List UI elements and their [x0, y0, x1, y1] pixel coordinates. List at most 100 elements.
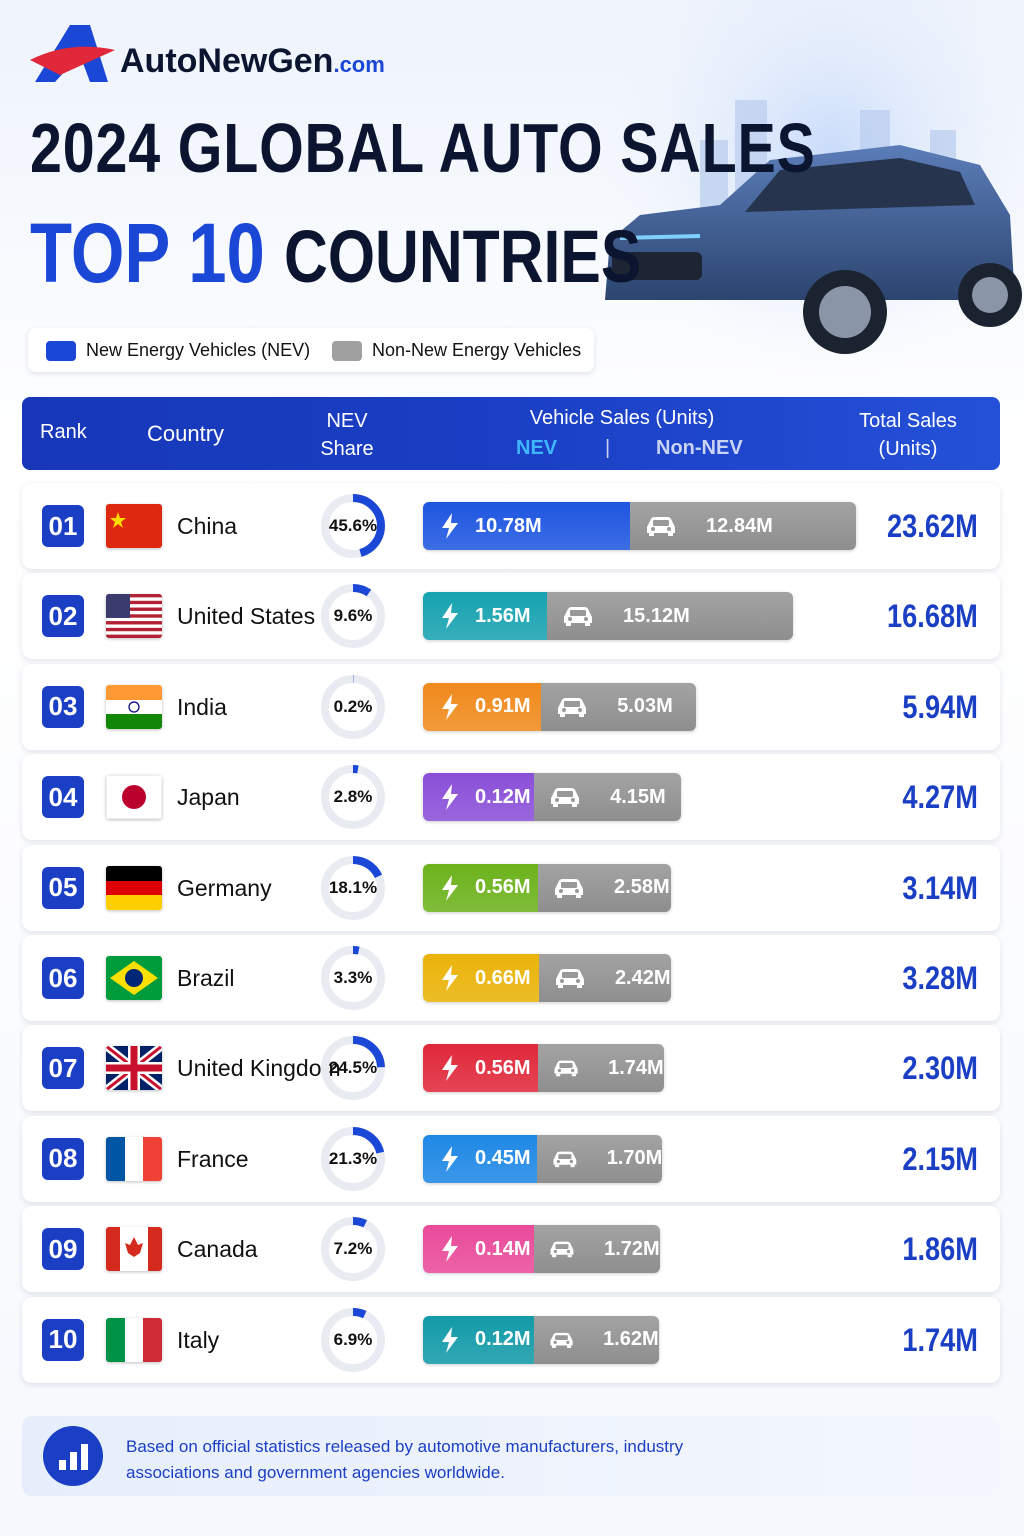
share-donut	[321, 765, 385, 830]
stacked-bar: 0.56M 1.74M	[423, 1044, 664, 1093]
table-row: 06 Brazil 3.3% 0.66M 2.42M 3.28M	[22, 935, 1000, 1021]
share-donut	[321, 1307, 385, 1372]
donut-arc	[321, 1217, 385, 1282]
country-name: United Kingdom	[177, 1055, 341, 1082]
flag	[106, 1046, 162, 1091]
table-row: 04 Japan 2.8% 0.12M 4.15M 4.27M	[22, 754, 1000, 841]
share-label: 2.8%	[333, 787, 373, 807]
stacked-bar: 0.91M 5.03M	[423, 682, 697, 731]
nev-label: 0.91M	[475, 695, 531, 718]
column-header: Vehicle Sales (Units)	[529, 407, 715, 429]
stacked-bar: 0.12M 4.15M	[423, 773, 682, 822]
non-nev-label: 2.42M	[614, 966, 671, 989]
non-nev-label: 12.84M	[706, 514, 773, 537]
rank-badge: 07	[42, 1047, 84, 1090]
column-subheader: Non-NEV	[656, 437, 743, 459]
rank-badge: 01	[42, 505, 84, 547]
non-nev-label: 2.58M	[614, 876, 670, 899]
title-rest: COUNTRIES	[284, 215, 642, 298]
non-nev-label: 1.62M	[603, 1328, 659, 1351]
non-nev-bar: 12.84M	[630, 502, 856, 550]
flag	[106, 1317, 162, 1362]
country-name: France	[177, 1145, 249, 1172]
non-nev-label: 1.74M	[608, 1056, 664, 1079]
table-row: 10 Italy 6.9% 0.12M 1.62M 1.74M	[22, 1296, 1000, 1383]
share-label: 45.6%	[328, 516, 378, 535]
brand-suffix: .com	[333, 52, 385, 77]
non-nev-bar: 1.74M	[538, 1044, 664, 1093]
non-nev-bar: 2.42M	[538, 954, 671, 1002]
column-header: Total Sales (Units)	[859, 410, 957, 460]
rank-badge: 03	[42, 685, 84, 728]
donut-arc	[321, 584, 385, 649]
nev-bar: 10.78M	[423, 502, 631, 550]
donut-arc	[321, 1126, 385, 1191]
total-sales: 23.62M	[887, 508, 978, 544]
flag	[106, 865, 162, 910]
nev-label: 0.56M	[475, 1056, 531, 1079]
legend-swatch	[46, 341, 76, 361]
nev-label: 0.12M	[475, 1328, 531, 1351]
share-label: 21.3%	[328, 1148, 378, 1168]
country-name: Germany	[177, 874, 272, 901]
stacked-bar: 0.12M 1.62M	[423, 1315, 659, 1364]
share-label: 6.9%	[333, 1329, 373, 1349]
share-donut	[321, 855, 385, 920]
brand-name: AutoNewGen	[120, 42, 334, 80]
nev-bar: 0.56M	[423, 1044, 539, 1093]
non-nev-label: 4.15M	[610, 785, 666, 808]
stacked-bar: 0.56M 2.58M	[423, 863, 672, 912]
nev-bar: 0.91M	[423, 682, 542, 731]
donut-arc	[321, 674, 385, 739]
country-name: Italy	[177, 1326, 220, 1353]
flag	[106, 1136, 162, 1181]
table-row: 08 France 21.3% 0.45M 1.70M 2.15M	[22, 1115, 1000, 1202]
brand: AutoNewGen.com	[120, 42, 385, 81]
donut-arc	[321, 1307, 385, 1372]
total-sales: 2.30M	[902, 1050, 978, 1087]
total-sales: 3.28M	[902, 960, 978, 996]
table-row: 03 India 0.2% 0.91M 5.03M 5.94M	[22, 663, 1000, 750]
table-row: 07 United Kingdom 24.5% 0.56M 1.74M 2.30M	[22, 1025, 1000, 1112]
legend-swatch	[332, 341, 362, 361]
flag	[106, 594, 162, 639]
non-nev-label: 15.12M	[623, 604, 690, 627]
stacked-bar: 1.56M 15.12M	[423, 592, 794, 641]
share-label: 18.1%	[328, 877, 378, 897]
table-header: Rank Country NEV Share Vehicle Sales (Un…	[22, 397, 1000, 470]
share-donut	[321, 494, 385, 558]
table-row: 05 Germany 18.1% 0.56M 2.58M 3.14M	[22, 844, 1000, 931]
nev-label: 0.45M	[475, 1147, 531, 1170]
legend-label: Non-New Energy Vehicles	[372, 340, 582, 360]
total-sales: 3.14M	[902, 869, 978, 906]
column-header: NEV Share	[320, 410, 374, 460]
nev-label: 1.56M	[475, 604, 531, 627]
country-name: Brazil	[177, 965, 235, 991]
share-donut	[321, 1217, 385, 1282]
flag	[106, 775, 162, 820]
nev-bar: 0.56M	[423, 863, 539, 912]
total-sales: 16.68M	[887, 598, 978, 635]
non-nev-bar: 1.70M	[537, 1134, 663, 1183]
subtitle: TOP 10 COUNTRIES	[30, 205, 641, 302]
rank-badge: 09	[42, 1228, 84, 1271]
rank-badge: 04	[42, 776, 84, 819]
non-nev-label: 1.72M	[604, 1237, 660, 1260]
country-name: Japan	[177, 784, 240, 811]
share-donut	[321, 946, 385, 1010]
stacked-bar: 0.66M 2.42M	[423, 954, 671, 1002]
title-highlight: TOP 10	[30, 206, 265, 300]
table-row: 01 China 45.6% 10.78M 12.84M 23.62M	[22, 483, 1000, 569]
flag	[106, 504, 162, 548]
donut-arc	[321, 946, 385, 1010]
total-sales: 5.94M	[902, 688, 978, 725]
total-sales: 1.86M	[902, 1231, 978, 1268]
share-donut	[321, 1126, 385, 1191]
legend: New Energy Vehicles (NEV) Non-New Energy…	[28, 328, 594, 372]
table-row: 09 Canada 7.2% 0.14M 1.72M 1.86M	[22, 1206, 1000, 1293]
column-subheader: NEV	[516, 437, 558, 459]
nev-label: 10.78M	[475, 514, 542, 537]
stacked-bar: 10.78M 12.84M	[423, 502, 856, 550]
country-name: China	[177, 513, 238, 539]
